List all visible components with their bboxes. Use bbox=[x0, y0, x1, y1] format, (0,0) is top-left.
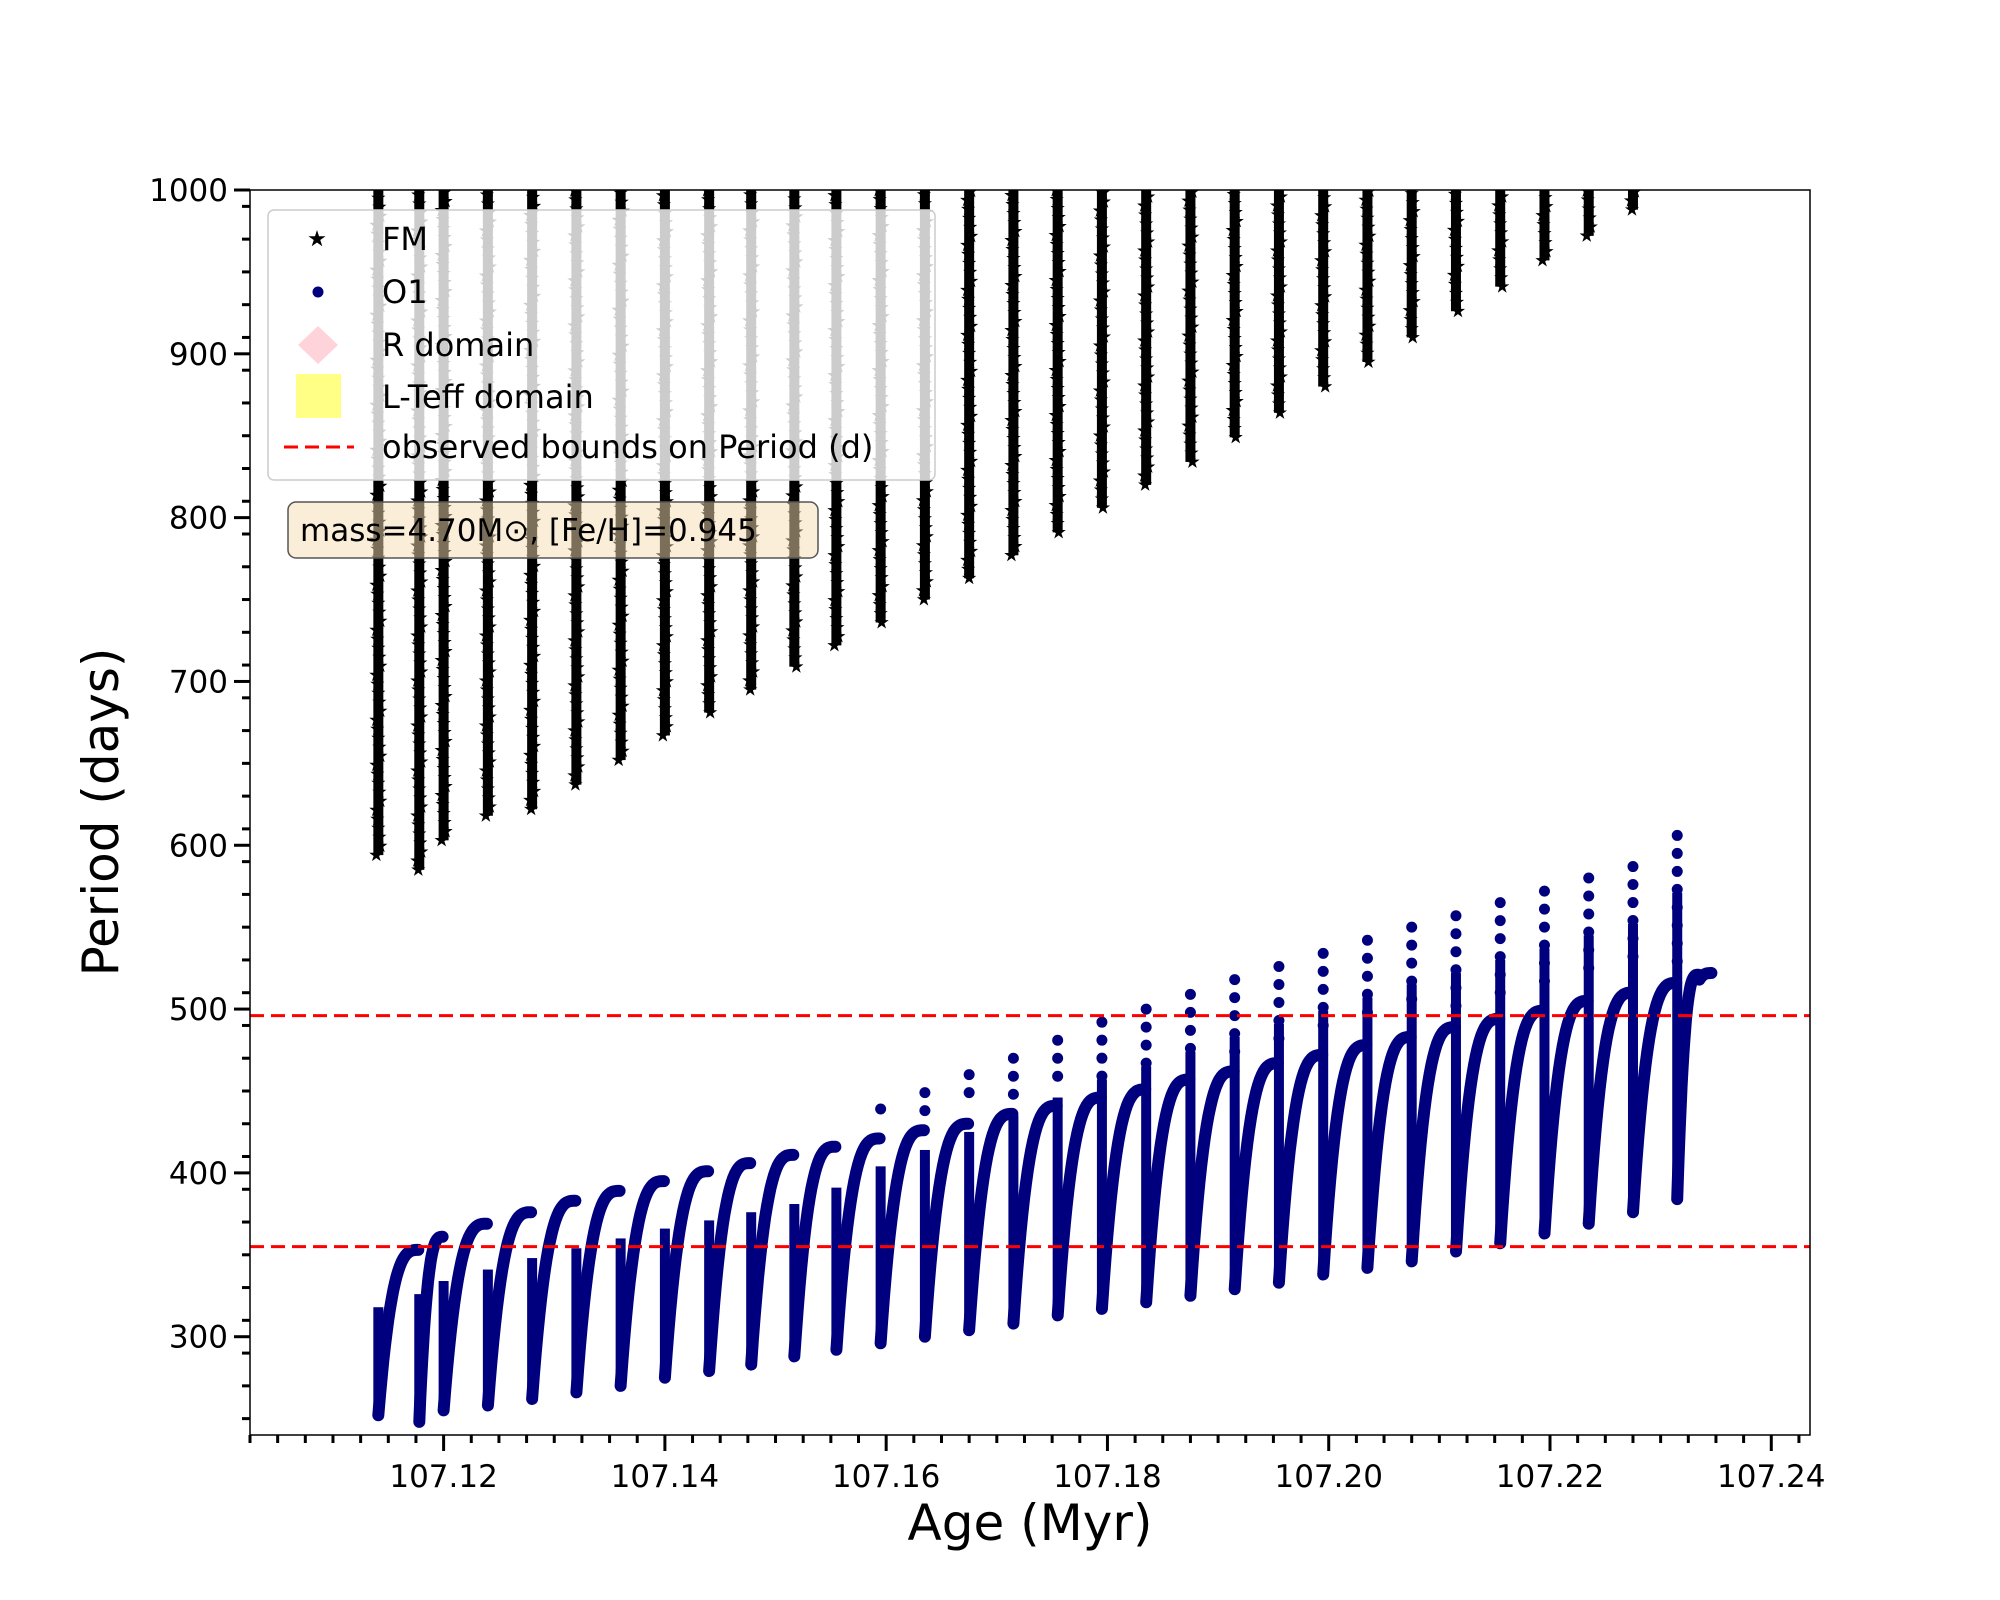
fm-pulse-16 bbox=[1048, 190, 1067, 539]
x-tick-label: 107.12 bbox=[389, 1459, 497, 1495]
fm-pulse-24 bbox=[1402, 190, 1421, 344]
x-tick-label: 107.20 bbox=[1274, 1459, 1382, 1495]
fm-pulse-21 bbox=[1269, 190, 1289, 419]
o1-pulse-26 bbox=[1494, 897, 1550, 1250]
o1-pulse-29 bbox=[1627, 861, 1683, 1219]
fm-pulse-27 bbox=[1535, 190, 1554, 267]
o1-pulse-17 bbox=[1095, 1016, 1152, 1315]
legend-marker-r-domain bbox=[298, 326, 338, 364]
o1-pulse-21 bbox=[1272, 960, 1329, 1289]
o1-pulse-0 bbox=[372, 1243, 425, 1422]
o1-pulse-6 bbox=[614, 1175, 670, 1392]
o1-pulse-22 bbox=[1317, 947, 1373, 1281]
fm-pulse-29 bbox=[1623, 190, 1643, 216]
fm-pulse-17 bbox=[1092, 190, 1112, 514]
legend-box bbox=[267, 209, 936, 481]
o1-pulse-8 bbox=[703, 1157, 757, 1378]
legend-label-bounds: observed bounds on Period (d) bbox=[382, 428, 873, 466]
bound-lines bbox=[250, 1014, 1810, 1249]
annotation-background bbox=[287, 501, 819, 559]
legend-marker-lteff-domain bbox=[296, 374, 341, 418]
o1-pulse-20 bbox=[1228, 974, 1284, 1296]
y-axis-ticks: 300 400 500 600 700 800 900 1000 bbox=[149, 173, 250, 1421]
o1-pulse-11 bbox=[830, 1132, 886, 1356]
fm-pulse-26 bbox=[1491, 190, 1510, 293]
o1-pulse-3 bbox=[481, 1206, 538, 1412]
o1-pulse-18 bbox=[1140, 1003, 1196, 1309]
y-tick-label: 400 bbox=[169, 1156, 228, 1192]
o1-series bbox=[372, 829, 1718, 1428]
o1-pulse-27 bbox=[1538, 885, 1594, 1240]
legend-label-r-domain: R domain bbox=[382, 326, 534, 364]
o1-pulse-14 bbox=[963, 1069, 1019, 1337]
o1-pulse-10 bbox=[788, 1140, 842, 1363]
x-tick-label: 107.18 bbox=[1053, 1459, 1161, 1495]
fm-pulse-15 bbox=[1004, 190, 1023, 562]
o1-pulse-31 bbox=[1693, 967, 1718, 986]
plot-frame bbox=[249, 189, 1811, 1436]
o1-pulse-15 bbox=[1007, 1052, 1063, 1330]
fm-pulse-23 bbox=[1358, 190, 1377, 369]
y-tick-label: 700 bbox=[169, 664, 228, 700]
y-tick-label: 900 bbox=[169, 337, 228, 373]
x-tick-label: 107.14 bbox=[611, 1459, 719, 1495]
y-tick-label: 300 bbox=[169, 1320, 228, 1356]
o1-pulse-16 bbox=[1051, 1034, 1107, 1322]
y-tick-label: 1000 bbox=[149, 173, 228, 209]
o1-pulse-12 bbox=[874, 1103, 930, 1350]
o1-pulse-9 bbox=[745, 1148, 800, 1371]
o1-pulse-1 bbox=[413, 1230, 449, 1428]
annotation-text: mass=4.70M⊙, [Fe/H]=0.945 bbox=[300, 513, 757, 549]
fm-pulse-19 bbox=[1181, 190, 1200, 469]
legend-marker-o1 bbox=[312, 286, 324, 298]
o1-pulse-5 bbox=[570, 1184, 626, 1399]
o1-pulse-19 bbox=[1184, 988, 1240, 1302]
fm-pulse-25 bbox=[1446, 190, 1466, 318]
o1-pulse-24 bbox=[1405, 921, 1461, 1268]
o1-pulse-28 bbox=[1582, 872, 1638, 1230]
legend: FM O1 R domain L-Teff domain observed bo… bbox=[267, 209, 936, 481]
x-tick-label: 107.16 bbox=[832, 1459, 940, 1495]
legend-label-o1: O1 bbox=[382, 273, 428, 311]
legend-label-fm: FM bbox=[382, 220, 428, 258]
legend-label-lteff-domain: L-Teff domain bbox=[382, 378, 594, 416]
o1-pulse-25 bbox=[1450, 910, 1506, 1258]
o1-pulse-23 bbox=[1361, 934, 1417, 1274]
x-axis-ticks: 107.12 107.14 107.16 107.18 107.20 107.22 107.… bbox=[248, 1435, 1826, 1495]
y-axis-title: Period (days) bbox=[72, 648, 130, 977]
o1-pulse-7 bbox=[658, 1165, 715, 1384]
x-axis-title: Age (Myr) bbox=[908, 1494, 1153, 1552]
fm-pulse-20 bbox=[1225, 190, 1244, 444]
y-tick-label: 800 bbox=[169, 501, 228, 537]
fm-pulse-4 bbox=[522, 190, 542, 816]
y-tick-label: 500 bbox=[169, 992, 228, 1028]
fm-pulse-28 bbox=[1579, 190, 1598, 242]
y-tick-label: 600 bbox=[169, 828, 228, 864]
x-tick-label: 107.22 bbox=[1496, 1459, 1604, 1495]
fm-pulse-22 bbox=[1314, 190, 1333, 393]
o1-pulse-4 bbox=[526, 1194, 582, 1405]
fm-pulse-18 bbox=[1137, 190, 1156, 491]
fm-pulse-14 bbox=[960, 190, 979, 585]
fm-pulse-5 bbox=[567, 190, 586, 791]
x-tick-label: 107.24 bbox=[1717, 1459, 1825, 1495]
annotation-box: mass=4.70M⊙, [Fe/H]=0.945 bbox=[287, 501, 819, 559]
